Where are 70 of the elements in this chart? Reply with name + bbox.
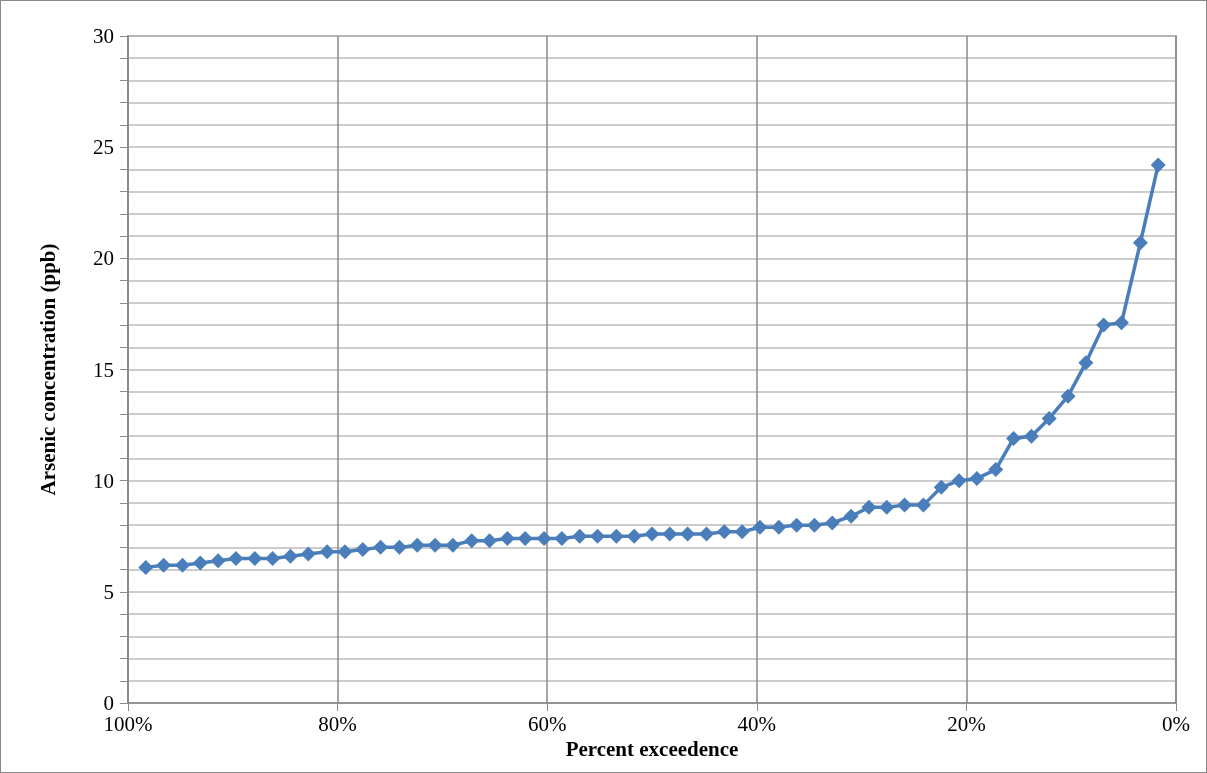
point xyxy=(499,530,515,546)
point xyxy=(879,499,895,515)
point xyxy=(951,473,967,489)
y-tick-label: 15 xyxy=(93,357,114,382)
point xyxy=(536,530,552,546)
point xyxy=(915,497,931,513)
point xyxy=(554,530,570,546)
x-tick-label: 40% xyxy=(737,711,777,736)
point xyxy=(771,519,787,535)
point xyxy=(175,557,190,573)
point xyxy=(445,537,461,553)
point xyxy=(752,519,768,535)
point xyxy=(409,537,425,553)
point xyxy=(734,524,750,540)
y-tick-label: 30 xyxy=(93,24,114,48)
point xyxy=(824,515,840,531)
point xyxy=(969,470,985,486)
y-tick-label: 20 xyxy=(93,246,114,271)
point xyxy=(517,530,533,546)
point xyxy=(608,528,624,544)
point xyxy=(1006,430,1022,446)
x-tick-label: 20% xyxy=(947,711,986,736)
point xyxy=(897,497,913,513)
point xyxy=(988,462,1004,478)
point xyxy=(806,517,822,533)
point xyxy=(373,539,389,555)
point xyxy=(337,544,353,560)
point xyxy=(391,539,407,555)
point xyxy=(699,526,714,542)
point xyxy=(626,528,642,544)
point xyxy=(355,542,371,558)
y-tick-label: 5 xyxy=(103,579,114,604)
point xyxy=(192,555,208,571)
y-tick-label: 25 xyxy=(93,135,114,160)
point xyxy=(716,524,732,540)
x-tick-label: 0% xyxy=(1162,711,1190,736)
y-tick-label: 10 xyxy=(93,468,114,493)
point xyxy=(228,550,244,566)
point xyxy=(662,526,678,542)
point xyxy=(1150,157,1166,173)
point xyxy=(300,546,316,562)
point xyxy=(156,557,172,573)
point xyxy=(1078,355,1094,371)
y-axis-title: Arsenic concentration (ppb) xyxy=(35,243,60,496)
point xyxy=(1023,428,1039,444)
point xyxy=(1060,388,1076,404)
point xyxy=(1041,410,1057,426)
point xyxy=(138,559,154,575)
point xyxy=(247,550,263,566)
point xyxy=(861,499,877,515)
point xyxy=(1096,317,1112,333)
point xyxy=(265,550,281,566)
point xyxy=(1114,315,1129,331)
point xyxy=(680,526,696,542)
point xyxy=(644,526,660,542)
point xyxy=(1132,235,1148,251)
point xyxy=(789,517,805,533)
point xyxy=(843,508,859,524)
point xyxy=(572,528,588,544)
point xyxy=(464,533,480,549)
point xyxy=(590,528,605,544)
point xyxy=(282,548,298,564)
point xyxy=(482,533,498,549)
point xyxy=(210,553,226,569)
x-axis-title: Percent exceedence xyxy=(565,737,739,762)
x-tick-label: 80% xyxy=(318,711,357,736)
point xyxy=(427,537,443,553)
x-tick-label: 60% xyxy=(527,711,567,736)
point xyxy=(933,479,949,495)
point xyxy=(319,544,335,560)
